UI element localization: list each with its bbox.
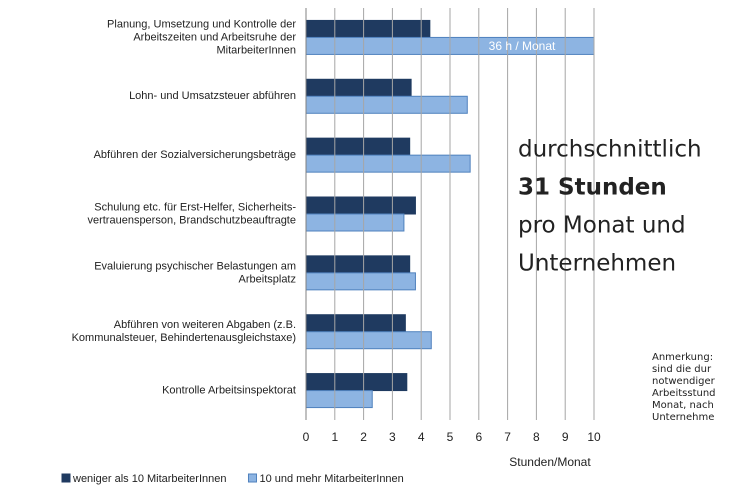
- y-tick-label: Kommunalsteuer, Behindertenausgleichstax…: [72, 332, 296, 344]
- x-tick-label: 2: [360, 430, 367, 444]
- x-axis-label: Stunden/Monat: [509, 455, 591, 469]
- y-tick-label: Arbeitsplatz: [239, 273, 296, 285]
- legend-swatch: [61, 473, 71, 483]
- x-tick-label: 6: [475, 430, 482, 444]
- x-tick-label: 3: [389, 430, 396, 444]
- bar: [306, 78, 412, 97]
- y-tick-label: Abführen der Sozialversicherungsbeträge: [94, 149, 296, 161]
- y-tick-label: Evaluierung psychischer Belastungen am: [94, 260, 296, 272]
- bar: [306, 213, 405, 232]
- plot-area: [306, 19, 594, 409]
- x-tick-label: 4: [418, 430, 425, 444]
- annotation: pro Monat und: [518, 213, 686, 239]
- bar: [306, 95, 468, 114]
- bar: [306, 314, 406, 333]
- value-label: 36 h / Monat: [489, 39, 556, 53]
- y-tick-label: Lohn- und Umsatzsteuer abführen: [129, 90, 296, 102]
- bar: [306, 255, 411, 274]
- x-tick-label: 10: [587, 430, 601, 444]
- x-tick-label: 1: [331, 430, 338, 444]
- y-tick-label: MitarbeiterInnen: [217, 44, 297, 56]
- y-tick-label: Planung, Umsetzung und Kontrolle der: [107, 18, 296, 30]
- x-tick-label: 7: [504, 430, 511, 444]
- x-tick-label: 8: [533, 430, 540, 444]
- y-tick-label: Schulung etc. für Erst-Helfer, Sicherhei…: [94, 201, 296, 213]
- note: Anmerkung:: [652, 352, 713, 363]
- bar: [306, 19, 431, 38]
- note: Unternehme: [652, 412, 714, 423]
- bar: [306, 137, 411, 156]
- bar: [306, 196, 416, 215]
- bar: [306, 272, 416, 291]
- note: Arbeitsstund: [652, 388, 716, 399]
- bar: [306, 390, 373, 409]
- y-tick-label: vertrauensperson, Brandschutzbeauftragte: [87, 214, 296, 226]
- y-tick-label: Kontrolle Arbeitsinspektorat: [162, 384, 296, 396]
- legend-label: weniger als 10 MitarbeiterInnen: [72, 473, 226, 485]
- x-tick-label: 5: [447, 430, 454, 444]
- annotation: durchschnittlich: [518, 137, 702, 163]
- bar: [306, 373, 408, 392]
- annotation: 31 Stunden: [518, 175, 667, 201]
- legend-label: 10 und mehr MitarbeiterInnen: [259, 473, 403, 485]
- x-tick-label: 0: [303, 430, 310, 444]
- note: sind die dur: [652, 364, 712, 375]
- note: notwendiger: [652, 376, 716, 387]
- annotation: Unternehmen: [518, 251, 676, 277]
- y-tick-label: Abführen von weiteren Abgaben (z.B.: [114, 319, 296, 331]
- x-tick-label: 9: [562, 430, 569, 444]
- note: Monat, nach: [652, 400, 714, 411]
- bar: [306, 154, 471, 173]
- bar: [306, 331, 432, 350]
- y-tick-label: Arbeitszeiten und Arbeitsruhe der: [133, 31, 296, 43]
- legend-swatch: [247, 473, 257, 483]
